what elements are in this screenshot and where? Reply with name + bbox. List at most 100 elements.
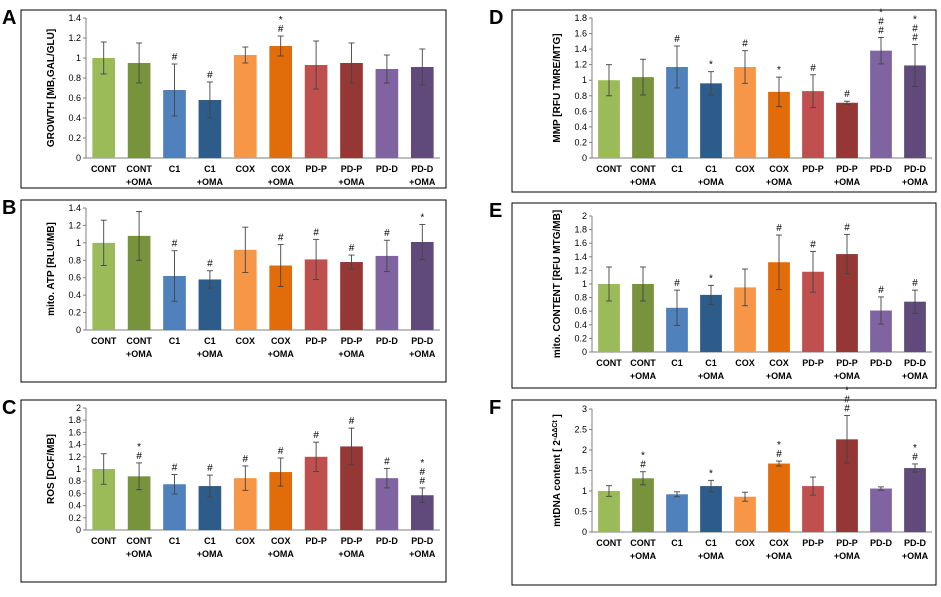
panel-frame bbox=[20, 199, 447, 383]
significance-label: # bbox=[172, 239, 178, 250]
y-tick-label: 0.4 bbox=[68, 501, 81, 511]
y-tick-label: 1.6 bbox=[574, 29, 587, 39]
bar bbox=[632, 284, 654, 352]
bar bbox=[734, 496, 756, 532]
x-tick-label: PD-D bbox=[870, 358, 892, 368]
panel-frame bbox=[511, 202, 937, 389]
significance-label: * # # bbox=[878, 7, 884, 36]
significance-label: # bbox=[349, 416, 355, 427]
y-tick-label: 0 bbox=[76, 153, 81, 163]
bar bbox=[734, 287, 756, 352]
x-tick-label: PD-P +OMA bbox=[834, 358, 861, 381]
y-tick-label: 0.5 bbox=[574, 507, 587, 517]
x-tick-label: CONT +OMA bbox=[630, 164, 657, 187]
panel-frame bbox=[511, 399, 937, 586]
x-tick-label: COX +OMA bbox=[766, 358, 793, 381]
significance-label: * # bbox=[776, 440, 782, 460]
y-axis-label: ROS [DCF/MB] bbox=[46, 434, 57, 504]
y-tick-label: 0.8 bbox=[574, 91, 587, 101]
bar bbox=[410, 241, 434, 330]
x-tick-label: PD-D bbox=[870, 538, 892, 548]
x-tick-label: PD-P +OMA bbox=[834, 538, 861, 561]
x-tick-label: PD-D +OMA bbox=[409, 164, 436, 187]
y-tick-label: 0 bbox=[582, 527, 587, 537]
x-tick-label: COX +OMA bbox=[268, 536, 295, 559]
y-tick-label: 0.4 bbox=[574, 122, 587, 132]
bar bbox=[127, 63, 151, 158]
y-tick-label: 2 bbox=[582, 445, 587, 455]
significance-label: # bbox=[674, 278, 680, 289]
bar bbox=[304, 259, 328, 330]
x-tick-label: CONT +OMA bbox=[126, 164, 153, 187]
bar bbox=[666, 307, 688, 352]
x-tick-label: C1 bbox=[671, 358, 683, 368]
y-tick-label: 0.8 bbox=[68, 255, 81, 265]
bar bbox=[904, 468, 926, 532]
y-tick-label: 0 bbox=[76, 325, 81, 335]
y-axis-label: mtDNA content [ 2-ΔΔCt ] bbox=[552, 414, 564, 527]
x-tick-label: COX bbox=[735, 358, 755, 368]
significance-label: * bbox=[709, 468, 713, 479]
y-tick-label: 0.2 bbox=[574, 137, 587, 147]
x-tick-label: C1 +OMA bbox=[698, 164, 725, 187]
x-tick-label: COX bbox=[236, 336, 256, 346]
x-tick-label: PD-P bbox=[305, 336, 327, 346]
y-tick-label: 1.8 bbox=[574, 13, 587, 23]
x-tick-label: CONT +OMA bbox=[126, 536, 153, 559]
significance-label: # bbox=[243, 454, 249, 465]
y-tick-label: 0.6 bbox=[68, 273, 81, 283]
y-tick-label: 1 bbox=[76, 53, 81, 63]
significance-label: * # # bbox=[420, 458, 426, 487]
bar bbox=[700, 294, 722, 352]
bar bbox=[598, 80, 620, 158]
bar bbox=[598, 491, 620, 532]
x-tick-label: COX bbox=[236, 536, 256, 546]
significance-label: # bbox=[207, 463, 213, 474]
x-tick-label: PD-D +OMA bbox=[902, 358, 929, 381]
x-tick-label: COX bbox=[236, 164, 256, 174]
significance-label: * # bbox=[136, 442, 142, 462]
x-tick-label: PD-D +OMA bbox=[409, 336, 436, 359]
panel-letter: D bbox=[489, 7, 503, 29]
panel-frame bbox=[511, 9, 937, 193]
significance-label: * # # bbox=[844, 386, 850, 415]
bar bbox=[768, 463, 790, 532]
x-tick-label: C1 bbox=[671, 164, 683, 174]
bar bbox=[836, 102, 858, 158]
y-tick-label: 1.2 bbox=[574, 265, 587, 275]
panel-letter: B bbox=[2, 197, 16, 219]
y-axis-label: mito. ATP [RLU/MB] bbox=[46, 222, 57, 316]
bar bbox=[92, 58, 116, 158]
x-tick-label: CONT bbox=[91, 336, 117, 346]
bar bbox=[904, 65, 926, 158]
y-tick-label: 0.4 bbox=[68, 290, 81, 300]
y-tick-label: 1.4 bbox=[68, 13, 81, 23]
y-tick-label: 0.6 bbox=[68, 93, 81, 103]
bar bbox=[870, 50, 892, 158]
bar bbox=[598, 284, 620, 352]
x-tick-label: C1 bbox=[169, 336, 181, 346]
y-tick-label: 0.2 bbox=[68, 513, 81, 523]
significance-label: * bbox=[709, 273, 713, 284]
significance-label: * # bbox=[278, 15, 284, 35]
bar bbox=[198, 486, 222, 530]
x-tick-label: PD-P bbox=[802, 538, 824, 548]
bar bbox=[632, 478, 654, 532]
y-tick-label: 1.4 bbox=[574, 44, 587, 54]
bar bbox=[375, 69, 399, 158]
x-tick-label: PD-P bbox=[305, 536, 327, 546]
significance-label: # bbox=[278, 233, 284, 244]
bar bbox=[269, 472, 293, 530]
significance-label: # bbox=[313, 227, 319, 238]
x-tick-label: C1 +OMA bbox=[698, 358, 725, 381]
y-tick-label: 1.6 bbox=[68, 427, 81, 437]
bar bbox=[734, 67, 756, 158]
significance-label: * # # bbox=[912, 14, 918, 43]
y-tick-label: 1 bbox=[582, 279, 587, 289]
x-tick-label: CONT bbox=[596, 538, 622, 548]
bar bbox=[768, 91, 790, 158]
bar bbox=[802, 486, 824, 532]
bar bbox=[127, 235, 151, 330]
bar bbox=[768, 262, 790, 352]
